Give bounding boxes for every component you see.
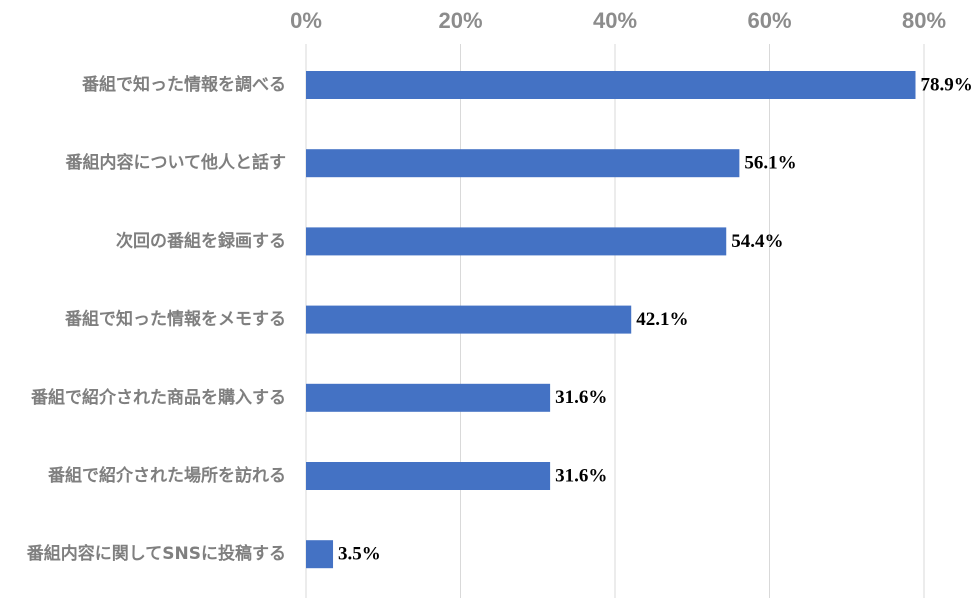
x-tick-label: 0% xyxy=(290,8,322,33)
bar xyxy=(306,149,740,178)
bar xyxy=(306,462,551,490)
category-label: 番組内容について他人と話す xyxy=(65,152,287,173)
bars xyxy=(306,71,916,569)
category-label: 番組で紹介された場所を訪れる xyxy=(47,465,286,486)
category-labels: 番組で知った情報を調べる番組内容について他人と話す次回の番組を録画する番組で知っ… xyxy=(26,74,286,564)
value-label: 54.4% xyxy=(731,231,783,252)
x-tick-label: 20% xyxy=(438,8,482,33)
x-tick-label: 40% xyxy=(593,8,637,33)
bar xyxy=(306,227,727,256)
category-label: 次回の番組を録画する xyxy=(116,230,286,251)
bar xyxy=(306,71,916,99)
category-label: 番組で紹介された商品を購入する xyxy=(30,387,286,408)
bar xyxy=(306,305,632,334)
category-label: 番組で知った情報をメモする xyxy=(64,309,286,330)
value-label: 31.6% xyxy=(555,465,607,486)
x-tick-label: 80% xyxy=(902,8,946,33)
category-label: 番組で知った情報を調べる xyxy=(81,74,286,95)
x-tick-label: 60% xyxy=(747,8,791,33)
value-labels: 78.9% 56.1% 54.4% 42.1% 31.6% 31.6% 3.5% xyxy=(338,74,973,564)
x-axis-tick-labels: 0% 20% 40% 60% 80% xyxy=(290,8,946,33)
value-label: 56.1% xyxy=(744,153,796,174)
bar xyxy=(306,383,551,412)
value-label: 31.6% xyxy=(555,387,607,408)
value-label: 42.1% xyxy=(636,309,688,330)
value-label: 3.5% xyxy=(338,544,381,565)
value-label: 78.9% xyxy=(921,74,973,95)
bar xyxy=(306,540,334,569)
category-label: 番組内容に関してSNSに投稿する xyxy=(26,543,286,564)
